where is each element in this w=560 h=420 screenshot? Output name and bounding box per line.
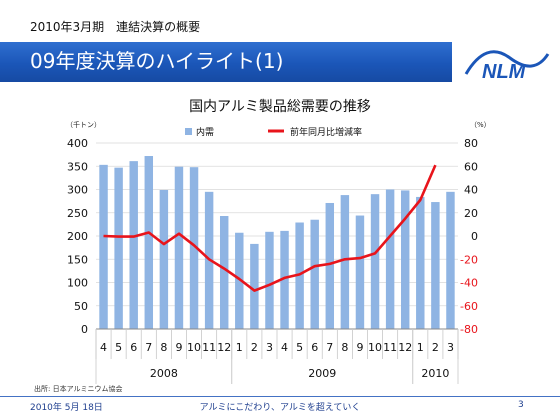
right-tick-label: 80 bbox=[464, 137, 478, 150]
left-tick-label: 350 bbox=[67, 160, 88, 173]
bar bbox=[295, 222, 304, 329]
left-tick-label: 250 bbox=[67, 207, 88, 220]
month-tick-label: 3 bbox=[266, 341, 273, 354]
left-tick-label: 0 bbox=[81, 323, 88, 336]
bar bbox=[370, 194, 380, 329]
bar bbox=[219, 216, 229, 329]
month-tick-label: 1 bbox=[417, 341, 424, 354]
month-tick-label: 9 bbox=[175, 341, 182, 354]
left-tick-label: 150 bbox=[67, 253, 88, 266]
bar bbox=[400, 190, 410, 329]
month-tick-label: 7 bbox=[145, 341, 152, 354]
bar bbox=[99, 164, 108, 329]
left-tick-label: 300 bbox=[67, 184, 88, 197]
right-tick-label: -60 bbox=[460, 300, 478, 313]
month-tick-label: 12 bbox=[217, 341, 231, 354]
bar bbox=[355, 215, 365, 329]
bar bbox=[385, 189, 395, 329]
legend-line-label: 前年同月比増減率 bbox=[290, 126, 362, 138]
month-tick-label: 8 bbox=[160, 341, 167, 354]
month-tick-label: 4 bbox=[281, 341, 288, 354]
page-title: 09年度決算のハイライト(1) bbox=[30, 49, 284, 73]
chart-title: 国内アルミ製品総需要の推移 bbox=[189, 99, 371, 115]
report-subtitle: 2010年3月期 連結決算の概要 bbox=[30, 20, 201, 34]
bar bbox=[159, 189, 169, 329]
bar bbox=[250, 243, 259, 329]
left-tick-label: 400 bbox=[67, 137, 88, 150]
footer-rule bbox=[0, 396, 560, 397]
chart-source: 出所: 日本アルミニウム協会 bbox=[34, 385, 123, 393]
bar bbox=[189, 167, 199, 329]
bar bbox=[325, 202, 335, 329]
month-tick-label: 10 bbox=[187, 341, 201, 354]
month-tick-label: 12 bbox=[398, 341, 412, 354]
month-tick-label: 10 bbox=[368, 341, 382, 354]
bar bbox=[129, 161, 138, 329]
left-axis-unit: （千トン） bbox=[66, 120, 101, 129]
right-tick-label: 0 bbox=[471, 230, 478, 243]
year-label: 2008 bbox=[150, 367, 178, 380]
month-tick-label: 11 bbox=[383, 341, 397, 354]
bar bbox=[144, 156, 154, 329]
legend-bar-swatch bbox=[185, 128, 192, 135]
month-tick-label: 1 bbox=[236, 341, 243, 354]
month-tick-label: 2 bbox=[432, 341, 439, 354]
bar bbox=[280, 230, 289, 329]
left-tick-label: 100 bbox=[67, 277, 88, 290]
right-axis-unit: （%） bbox=[470, 121, 491, 129]
bar bbox=[235, 232, 244, 329]
month-tick-label: 11 bbox=[202, 341, 216, 354]
right-tick-label: -20 bbox=[460, 253, 478, 266]
logo-text: NLM bbox=[482, 61, 527, 82]
left-tick-label: 200 bbox=[67, 230, 88, 243]
footer-date: 2010年 5月 18日 bbox=[30, 403, 103, 413]
month-tick-label: 4 bbox=[100, 341, 107, 354]
title-bar bbox=[0, 42, 452, 82]
right-tick-label: 20 bbox=[464, 207, 478, 220]
demand-chart: 0 50 100 150 200 250 300 350 400 -80 -60 -40 -20 0 20… bbox=[66, 120, 491, 384]
month-tick-label: 3 bbox=[447, 341, 454, 354]
bar bbox=[446, 191, 455, 329]
right-tick-label: 60 bbox=[464, 160, 478, 173]
bar bbox=[174, 166, 184, 329]
bar bbox=[114, 167, 123, 329]
bar bbox=[340, 195, 350, 329]
bar bbox=[431, 202, 440, 329]
bar bbox=[265, 231, 274, 329]
legend-bar-label: 内需 bbox=[196, 126, 214, 138]
right-tick-label: -80 bbox=[460, 323, 478, 336]
bar bbox=[310, 219, 319, 329]
month-tick-label: 6 bbox=[311, 341, 318, 354]
right-tick-label: -40 bbox=[460, 277, 478, 290]
company-logo: NLM bbox=[464, 50, 550, 82]
month-tick-label: 7 bbox=[326, 341, 333, 354]
footer-slogan: アルミにこだわり、アルミを超えていく bbox=[199, 403, 361, 413]
yoy-line bbox=[103, 164, 437, 292]
year-label: 2009 bbox=[308, 367, 336, 380]
month-tick-label: 9 bbox=[356, 341, 363, 354]
month-tick-label: 5 bbox=[115, 341, 122, 354]
page-number: 3 bbox=[518, 400, 524, 410]
right-tick-label: 40 bbox=[464, 184, 478, 197]
month-tick-label: 8 bbox=[341, 341, 348, 354]
left-tick-label: 50 bbox=[74, 300, 88, 313]
month-tick-label: 5 bbox=[296, 341, 303, 354]
month-tick-label: 6 bbox=[130, 341, 137, 354]
year-label: 2010 bbox=[421, 367, 449, 380]
bar bbox=[416, 196, 425, 329]
month-tick-label: 2 bbox=[251, 341, 258, 354]
